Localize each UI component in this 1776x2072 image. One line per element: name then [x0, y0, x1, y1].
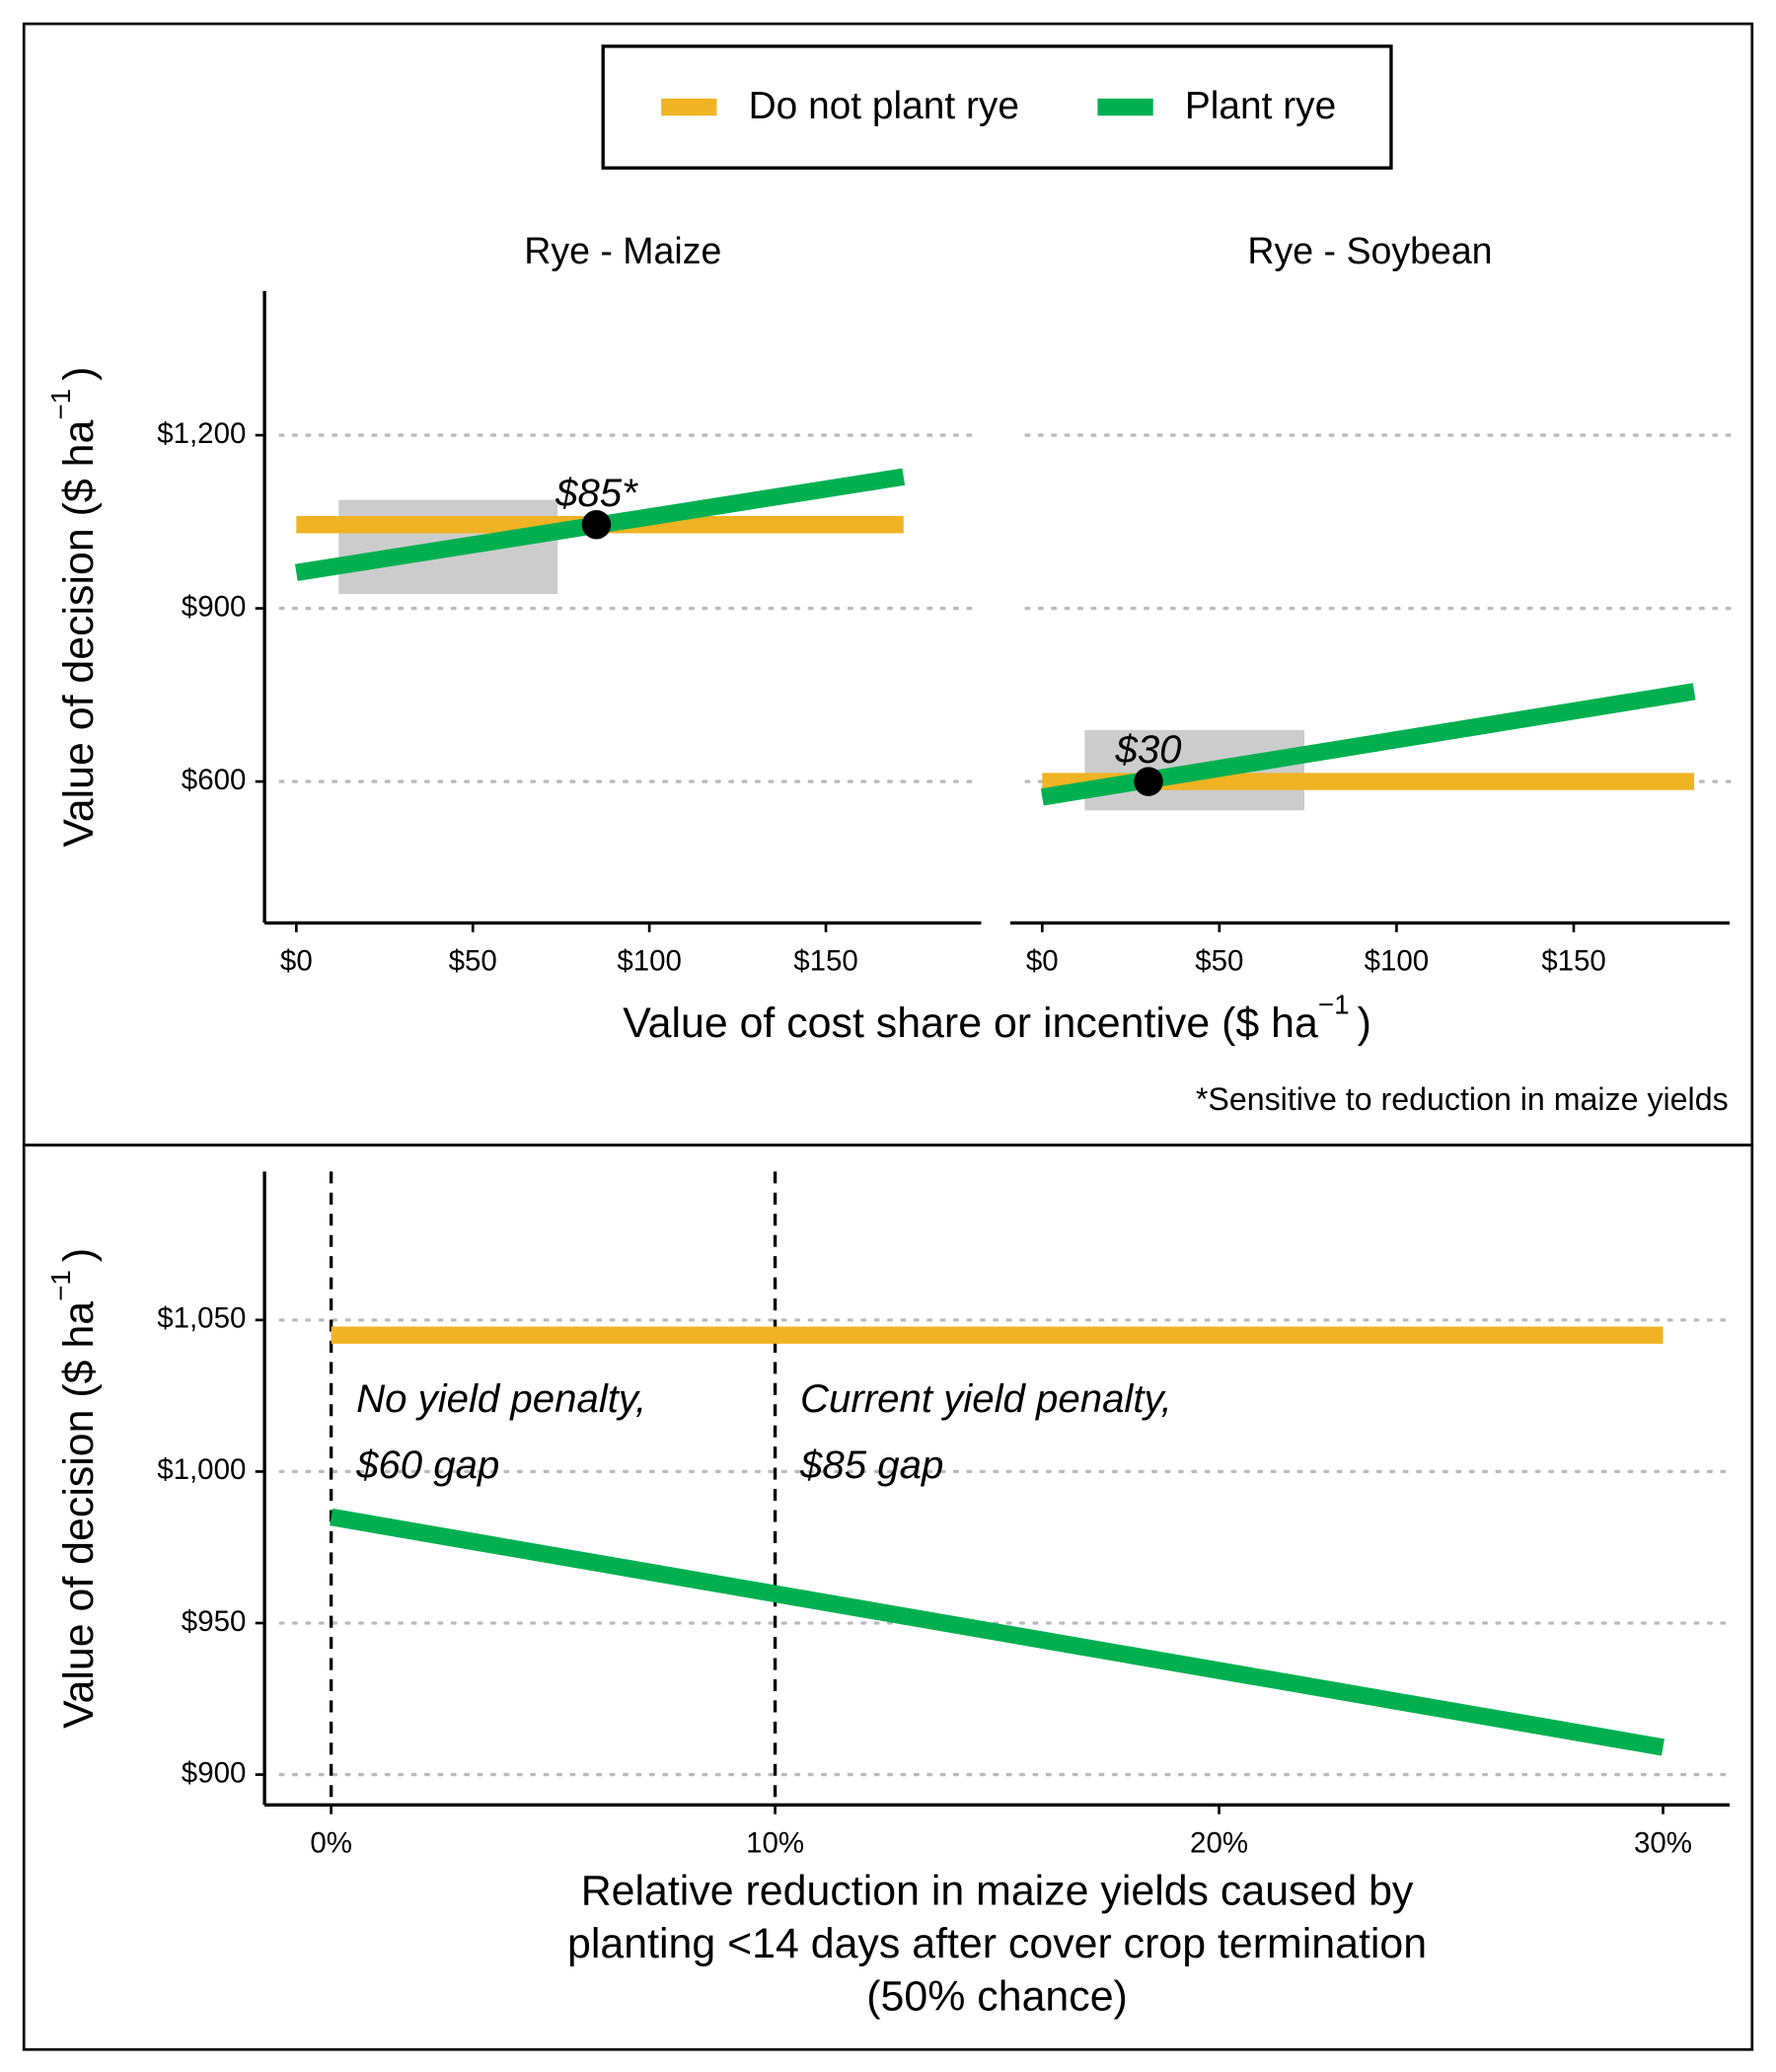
y-tick-label: $1,050 [157, 1302, 246, 1335]
x-tick-label: 0% [310, 1826, 352, 1859]
x-tick-label: $50 [1195, 944, 1243, 977]
point-label: $30 [1114, 727, 1182, 772]
x-tick-label: $150 [1541, 944, 1606, 977]
break-even-point [1134, 767, 1163, 796]
legend-box [601, 44, 1393, 170]
facet-title: Rye - Maize [524, 230, 721, 271]
annotation: $85 gap [799, 1443, 943, 1487]
axis-title-sup: −1 [45, 389, 76, 420]
axis-title-sup: −1 [45, 1270, 76, 1301]
axis-title-end: ) [56, 1248, 104, 1262]
legend-label: Do not plant rye [749, 85, 1019, 127]
x-tick-label: 30% [1634, 1826, 1692, 1859]
legend-label: Plant rye [1185, 85, 1336, 127]
x-tick-label: $0 [1026, 944, 1059, 977]
x-tick-label: $0 [280, 944, 313, 977]
x-axis-title: planting <14 days after cover crop termi… [567, 1920, 1427, 1967]
annotation: Current yield penalty, [800, 1376, 1172, 1421]
x-axis-title: (50% chance) [866, 1973, 1128, 2021]
x-tick-label: $50 [449, 944, 497, 977]
axis-title-text: Value of decision ($ ha [56, 1301, 104, 1729]
break-even-point [581, 510, 612, 540]
facet-title: Rye - Soybean [1247, 230, 1492, 271]
x-tick-label: 20% [1190, 1826, 1248, 1859]
bottom-frame [22, 1144, 1754, 2051]
y-tick-label: $1,200 [157, 417, 246, 450]
point-label: $85* [555, 471, 638, 515]
axis-title: Value of decision ($ ha−1) [45, 367, 103, 848]
annotation: $60 gap [355, 1443, 499, 1487]
axis-title-text: Value of decision ($ ha [56, 420, 104, 848]
y-tick-label: $600 [182, 764, 247, 796]
series-line [330, 1508, 1665, 1756]
axis-title-text: Value of cost share or incentive ($ ha [623, 999, 1318, 1047]
x-tick-label: $100 [1365, 944, 1430, 977]
axis-title: Value of decision ($ ha−1) [45, 1248, 103, 1729]
footnote: *Sensitive to reduction in maize yields [1196, 1081, 1729, 1117]
axis-title-sup: −1 [1318, 990, 1350, 1020]
x-tick-label: $150 [793, 944, 858, 977]
y-tick-label: $900 [182, 590, 247, 623]
axis-title-end: ) [1358, 999, 1371, 1047]
axis-title: Value of cost share or incentive ($ ha−1… [623, 990, 1371, 1047]
x-tick-label: $100 [617, 944, 682, 977]
x-axis-title: Relative reduction in maize yields cause… [581, 1867, 1414, 1914]
y-tick-label: $950 [182, 1605, 247, 1638]
x-tick-label: 10% [746, 1826, 804, 1859]
annotation: No yield penalty, [356, 1376, 646, 1421]
y-tick-label: $900 [182, 1756, 247, 1789]
y-tick-label: $1,000 [157, 1453, 246, 1486]
axis-title-end: ) [56, 367, 104, 381]
